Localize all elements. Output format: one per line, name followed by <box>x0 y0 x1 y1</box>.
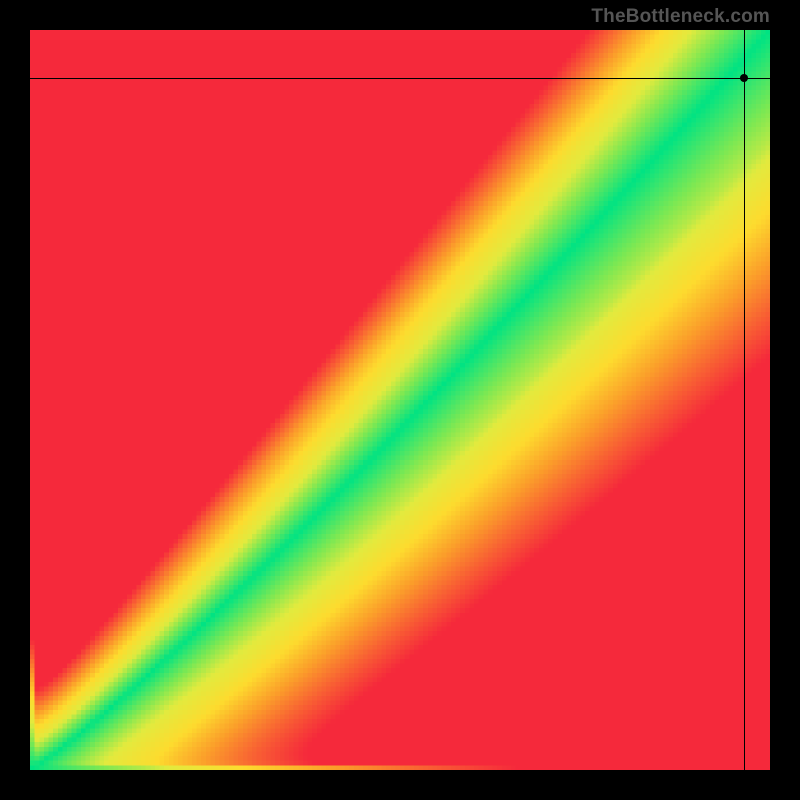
heatmap-plot <box>30 30 770 770</box>
crosshair-vertical <box>744 30 745 770</box>
crosshair-marker <box>740 74 748 82</box>
crosshair-horizontal <box>30 78 770 79</box>
watermark-text: TheBottleneck.com <box>591 6 770 28</box>
root: TheBottleneck.com <box>0 0 800 800</box>
heatmap-canvas <box>30 30 770 770</box>
